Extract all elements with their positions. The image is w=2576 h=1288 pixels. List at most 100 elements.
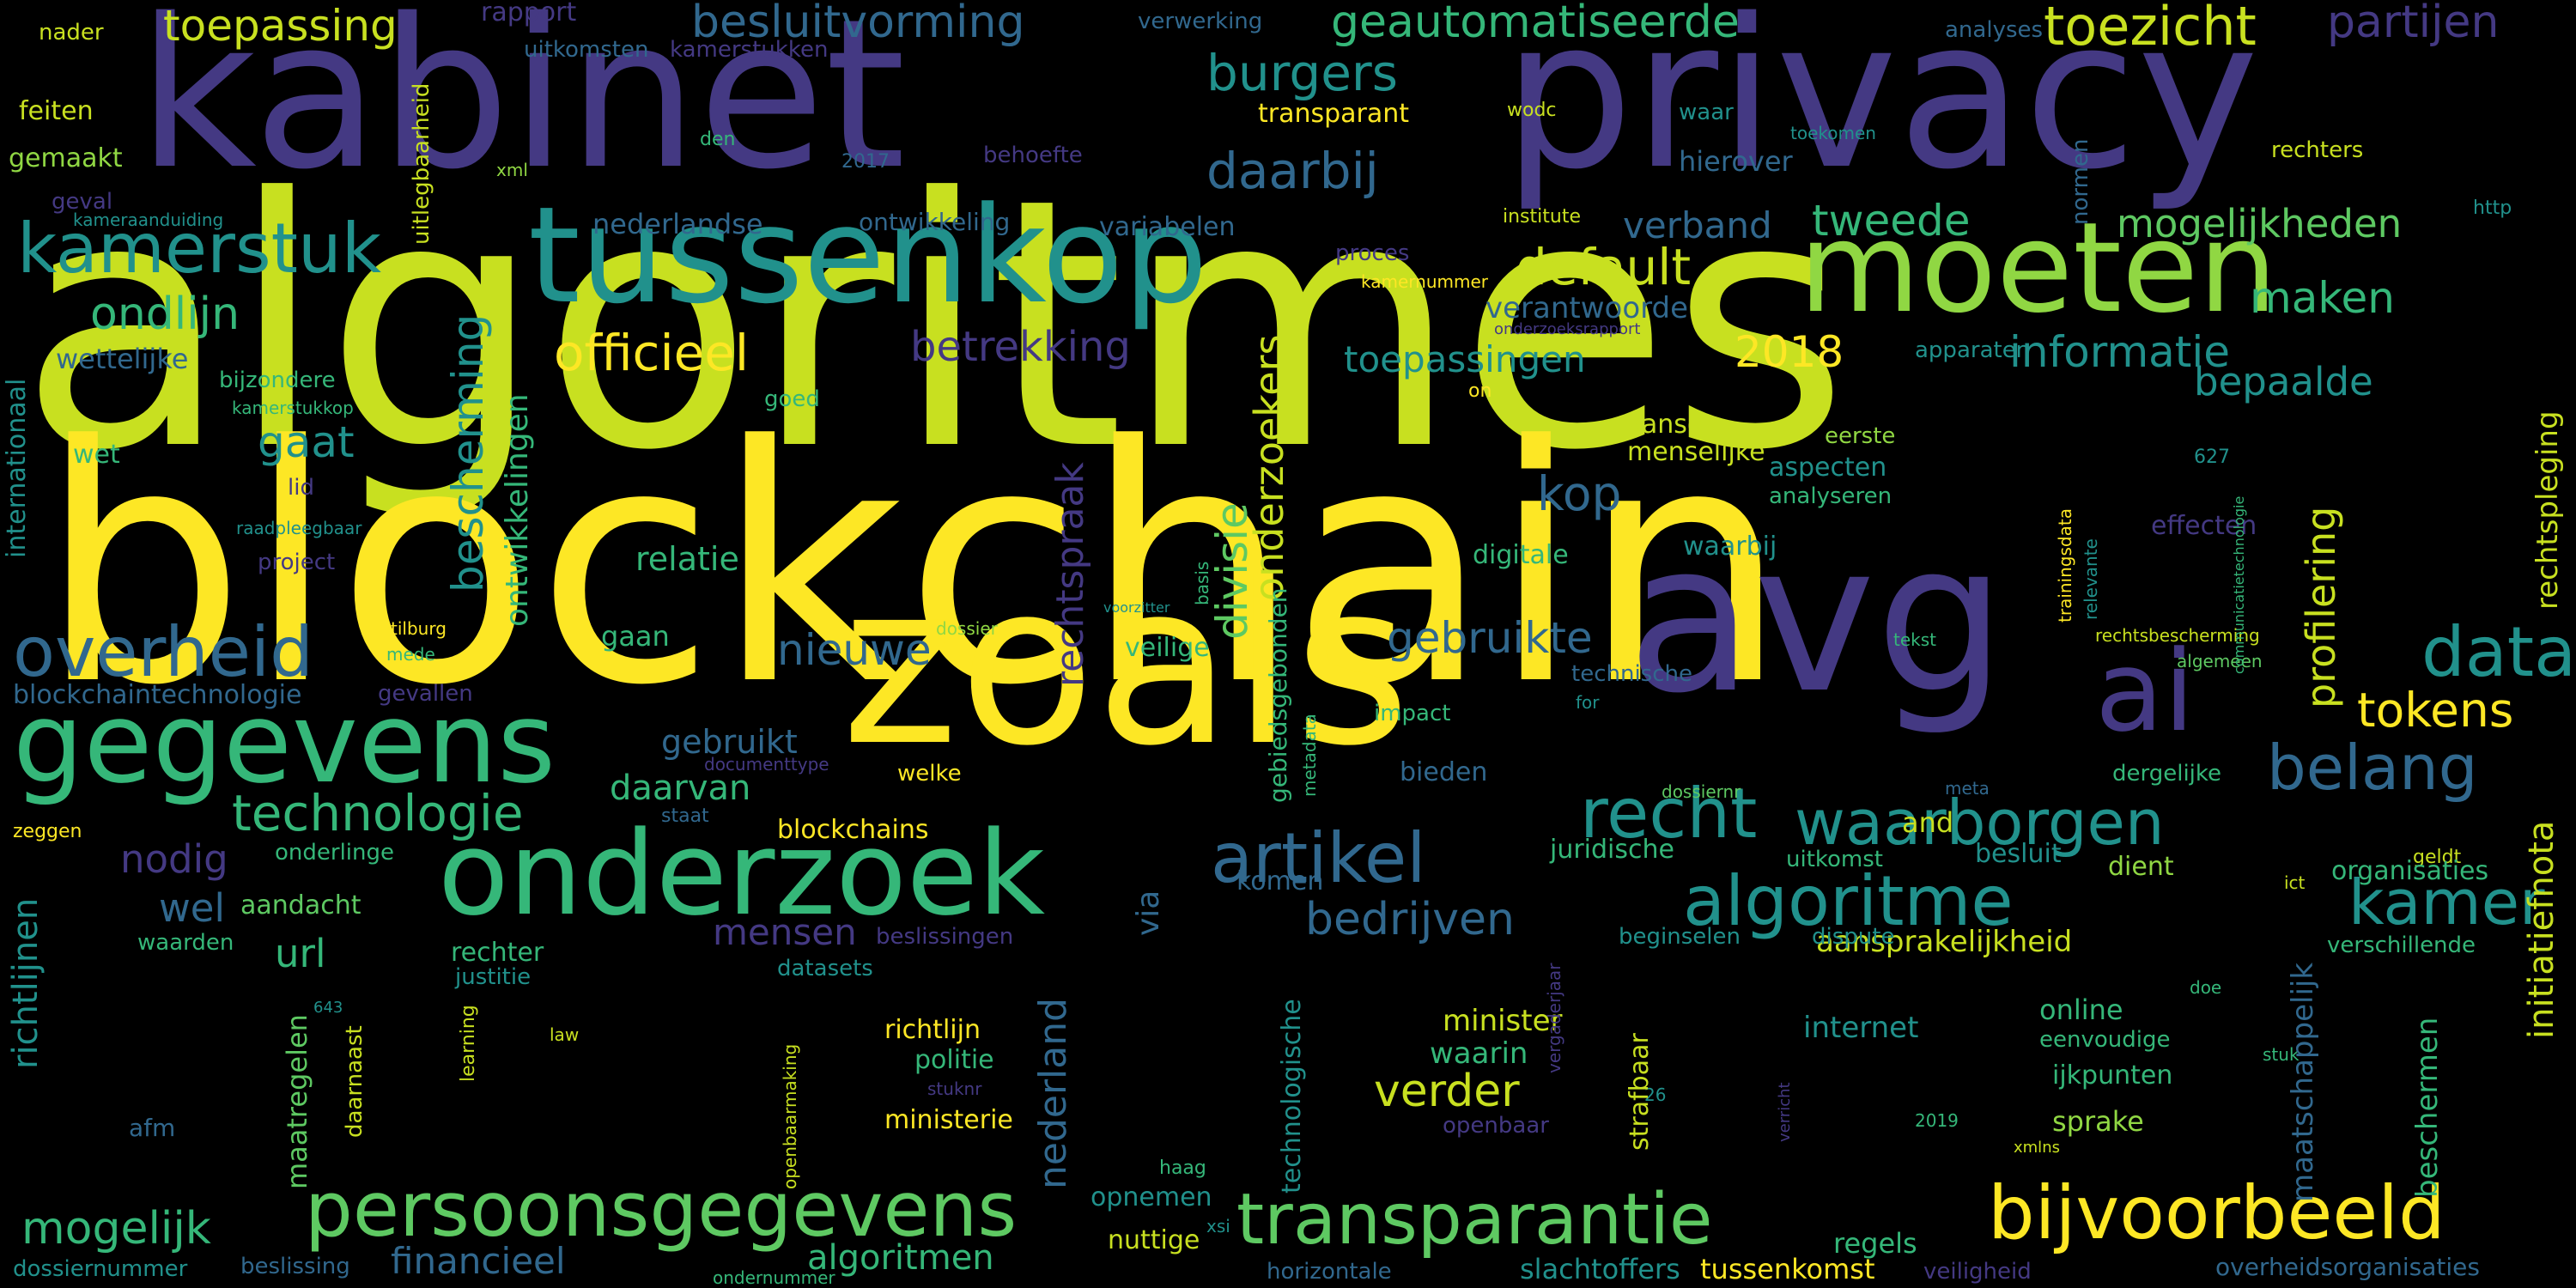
word-dient: dient <box>2108 852 2174 882</box>
word-menselijke: menselijke <box>1627 437 1765 467</box>
word-geldt: geldt <box>2413 847 2462 868</box>
word-veilige: veilige <box>1125 633 1210 663</box>
word-toepassingen: toepassingen <box>1344 338 1586 380</box>
word-onderlinge: onderlinge <box>275 840 395 866</box>
word-goed: goed <box>764 386 820 412</box>
word-privacy: privacy <box>1503 0 2259 215</box>
word-643: 643 <box>313 999 343 1017</box>
word-algemeen: algemeen <box>2177 651 2263 671</box>
word-2017: 2017 <box>841 151 890 173</box>
word-bieden: bieden <box>1400 757 1488 787</box>
word-rapport: rapport <box>481 0 577 27</box>
word-nederland: nederland <box>1031 997 1075 1189</box>
word-besluit: besluit <box>1975 839 2062 869</box>
word-toekomen: toekomen <box>1790 123 1876 143</box>
word-strafbaar: strafbaar <box>1625 1033 1655 1151</box>
word-wel: wel <box>159 885 225 931</box>
word-organisaties: organisaties <box>2331 856 2489 886</box>
word-627: 627 <box>2194 447 2230 468</box>
word-2019: 2019 <box>1915 1110 1959 1131</box>
word-justitie: justitie <box>455 964 532 990</box>
word-uitkomst: uitkomst <box>1786 847 1884 872</box>
word-beslissing: beslissing <box>240 1254 350 1279</box>
word-algoritmes: algoritmes <box>19 126 1850 526</box>
word-waar: waar <box>1679 100 1734 125</box>
word-wodc: wodc <box>1507 100 1557 121</box>
word-kamer: kamer <box>2348 866 2545 939</box>
word-project: project <box>258 550 336 575</box>
word-bijzondere: bijzondere <box>219 368 336 393</box>
word-technologische: technologische <box>1277 999 1307 1194</box>
word-kamerstuk: kamerstuk <box>17 209 382 289</box>
word-tekst: tekst <box>1893 629 1936 650</box>
word-institute: institute <box>1503 206 1581 228</box>
word-transparant: transparant <box>1258 99 1410 129</box>
word-veiligheid: veiligheid <box>1923 1259 2032 1285</box>
word-ict: ict <box>2284 872 2306 893</box>
word-financieel: financieel <box>391 1240 566 1282</box>
word-eenvoudige: eenvoudige <box>2039 1027 2171 1053</box>
word-rechtspleging: rechtspleging <box>2530 410 2565 610</box>
word-communicatietechnologie: communicatietechnologie <box>2231 495 2247 674</box>
word-onderzoek: onderzoek <box>438 806 1046 941</box>
word-onderzoeksrapport: onderzoeksrapport <box>1494 320 1641 338</box>
word-vergaderjaar: vergaderjaar <box>1544 963 1564 1073</box>
word-apparaten: apparaten <box>1915 337 2031 363</box>
word-bedrijven: bedrijven <box>1305 894 1516 945</box>
word-transparantie: transparantie <box>1236 1179 1713 1261</box>
word-toepassing: toepassing <box>163 1 398 51</box>
word-relevante: relevante <box>2081 538 2101 620</box>
word-ai: ai <box>2095 626 2195 756</box>
word-kamerstukken: kamerstukken <box>670 37 829 63</box>
word-kop: kop <box>1537 466 1622 521</box>
word-26: 26 <box>1644 1084 1667 1105</box>
word-gaat: gaat <box>258 417 355 467</box>
word-mede: mede <box>386 644 435 665</box>
word-dergelijke: dergelijke <box>2112 761 2222 787</box>
word-kameraanduiding: kameraanduiding <box>73 210 224 230</box>
word-rechter: rechter <box>451 938 544 968</box>
word-eerste: eerste <box>1825 423 1896 449</box>
word-default: default <box>1516 238 1692 296</box>
word-beslissingen: beslissingen <box>876 924 1014 950</box>
word-verschillende: verschillende <box>2327 933 2476 958</box>
word-richtlijn: richtlijn <box>884 1015 981 1045</box>
word-algoritmen: algoritmen <box>807 1238 994 1278</box>
word-openbaarmaking: openbaarmaking <box>780 1043 800 1189</box>
word-mogelijkheden: mogelijkheden <box>2117 201 2403 246</box>
word-verantwoorde: verantwoorde <box>1485 291 1689 325</box>
word-nuttige: nuttige <box>1108 1225 1200 1255</box>
word-rechters: rechters <box>2271 137 2364 163</box>
word-doe: doe <box>2190 977 2222 998</box>
word-documenttype: documenttype <box>704 754 829 775</box>
word-gebruikt: gebruikt <box>661 723 798 761</box>
word-persoonsgegevens: persoonsgegevens <box>305 1165 1018 1254</box>
word-haag: haag <box>1159 1157 1206 1179</box>
word-waarin: waarin <box>1430 1036 1528 1071</box>
word-toezicht: toezicht <box>2044 0 2257 58</box>
word-tussenkop: tussenkop <box>528 178 1208 333</box>
word-gebruikte: gebruikte <box>1387 613 1593 663</box>
word-behoefte: behoefte <box>983 143 1083 168</box>
word-tussenkomst: tussenkomst <box>1700 1253 1875 1285</box>
word-xml: xml <box>496 160 528 180</box>
word-variabelen: variabelen <box>1099 212 1236 242</box>
word-overheidsorganisaties: overheidsorganisaties <box>2215 1253 2480 1281</box>
word-voorzitter: voorzitter <box>1103 599 1170 616</box>
word-mensen: mensen <box>713 911 857 953</box>
word-opnemen: opnemen <box>1091 1182 1212 1212</box>
word-afm: afm <box>129 1114 176 1142</box>
word-ministerie: ministerie <box>884 1105 1013 1135</box>
word-uitkomsten: uitkomsten <box>524 37 649 63</box>
word-nieuwe: nieuwe <box>777 625 932 675</box>
word-ondlijn: ondlijn <box>90 289 240 340</box>
word-relatie: relatie <box>635 540 739 578</box>
word-regels: regels <box>1833 1227 1917 1260</box>
word-blockchains: blockchains <box>777 815 929 845</box>
word-maatschappelijk: maatschappelijk <box>2286 962 2320 1202</box>
word-dispute: dispute <box>1812 924 1895 950</box>
word-meta: meta <box>1945 778 1990 799</box>
word-basis: basis <box>1192 561 1212 605</box>
word-maken: maken <box>2250 273 2395 323</box>
word-tweede: tweede <box>1812 196 1971 246</box>
